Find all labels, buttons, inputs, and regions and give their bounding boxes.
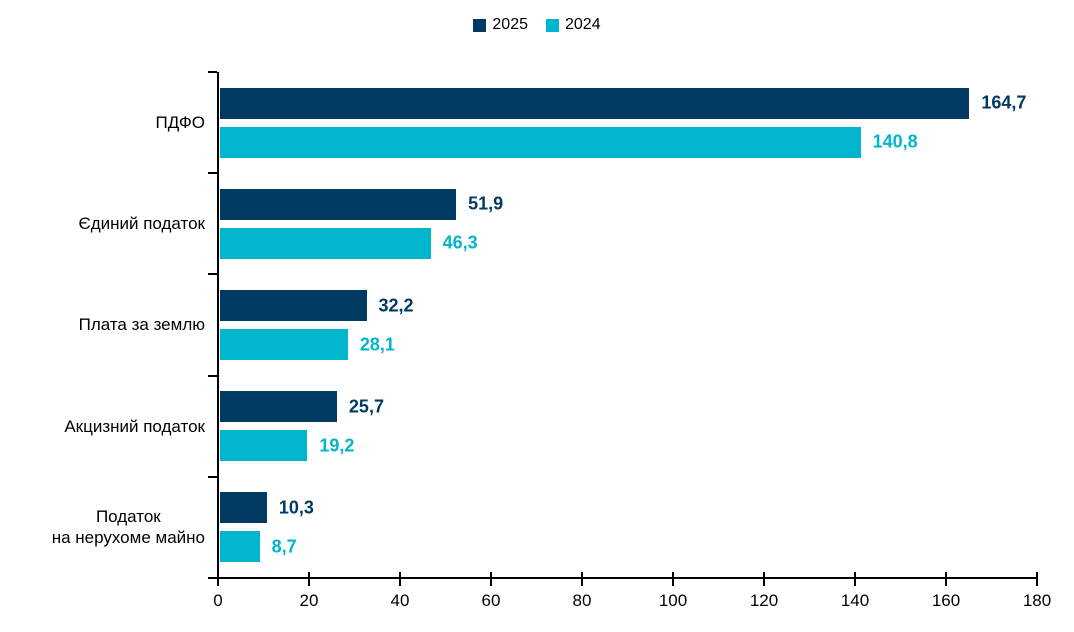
category-label: Плата за землю [0, 274, 205, 375]
bar-2024 [220, 531, 260, 563]
value-label-2024: 8,7 [271, 536, 297, 557]
category-label-text: Податок на нерухоме майно [51, 507, 205, 548]
legend-swatch-2025 [473, 18, 487, 32]
category-label-text: ПДФО [155, 112, 205, 132]
x-axis-tick [399, 572, 401, 586]
category-label: Податок на нерухоме майно [0, 477, 205, 578]
x-axis-tick-label: 0 [213, 591, 223, 610]
y-axis-line [217, 72, 219, 579]
y-axis-tick [208, 475, 217, 478]
bar-2024 [220, 430, 308, 462]
y-axis-tick [208, 374, 217, 377]
x-axis-tick-label: 120 [749, 591, 779, 610]
legend: 2025 2024 [0, 16, 1074, 34]
value-label-2025: 164,7 [981, 92, 1027, 113]
value-label-2025: 10,3 [278, 497, 314, 518]
x-axis-tick [490, 572, 492, 586]
value-label-2024: 19,2 [319, 435, 355, 456]
value-label-2024: 46,3 [442, 232, 478, 253]
legend-swatch-2024 [546, 18, 559, 32]
bar-2025 [220, 492, 267, 524]
x-axis-tick [672, 572, 674, 586]
value-label-2024: 140,8 [872, 131, 918, 152]
value-label-2024: 28,1 [359, 334, 395, 354]
x-axis-tick-label: 60 [481, 591, 501, 610]
bar-2024 [220, 329, 348, 360]
x-axis-tick [945, 572, 947, 586]
legend-label-2024: 2024 [565, 16, 601, 33]
category-label: Єдиний податок [0, 173, 205, 274]
legend-label-2025: 2025 [492, 16, 528, 33]
category-label: ПДФО [0, 72, 205, 173]
bar-2025 [220, 290, 367, 321]
y-axis-tick [208, 577, 217, 579]
y-axis-tick [208, 273, 217, 276]
value-label-2025: 25,7 [348, 396, 384, 417]
legend-item-2025: 2025 [473, 16, 528, 34]
x-axis-tick [763, 572, 765, 586]
category-label-text: Єдиний податок [78, 214, 205, 234]
x-axis-tick [308, 572, 310, 586]
x-axis-tick [217, 572, 219, 586]
bar-2025 [220, 188, 457, 220]
bar-2025 [220, 391, 337, 423]
bar-2024 [220, 126, 861, 158]
x-axis-tick [854, 572, 856, 586]
bar-2025 [220, 87, 970, 119]
category-label-text: Плата за землю [78, 315, 205, 335]
category-label: Акцизний податок [0, 376, 205, 477]
y-axis-tick [208, 172, 217, 175]
value-label-2025: 32,2 [378, 295, 414, 315]
x-axis-line [217, 577, 1038, 579]
x-axis-tick-label: 180 [1022, 591, 1052, 610]
x-axis-tick-label: 100 [658, 591, 688, 610]
legend-item-2024: 2024 [546, 16, 601, 34]
x-axis-tick-label: 80 [572, 591, 592, 610]
bar-2024 [220, 227, 431, 259]
x-axis-tick-label: 40 [390, 591, 410, 610]
x-axis-tick-label: 140 [840, 591, 870, 610]
y-axis-tick [208, 71, 217, 73]
x-axis-tick-label: 20 [299, 591, 319, 610]
x-axis-tick [1036, 572, 1038, 586]
x-axis-tick-label: 160 [931, 591, 961, 610]
category-label-text: Акцизний податок [64, 416, 205, 436]
value-label-2025: 51,9 [468, 193, 504, 214]
x-axis-tick [581, 572, 583, 586]
